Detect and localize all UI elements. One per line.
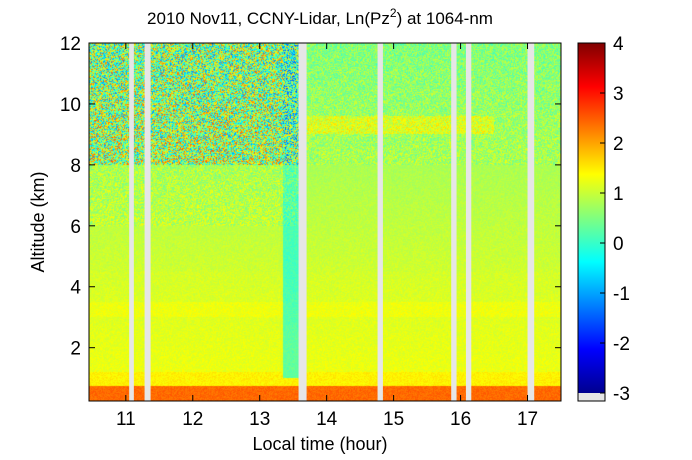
- colorbar-ticks: 4 3 2 1 0 -1 -2 -3: [600, 34, 630, 405]
- data-gap-4: [377, 43, 383, 401]
- y-tick-label: 10: [60, 95, 81, 116]
- y-axis-label: Altitude (km): [28, 171, 48, 272]
- y-tick-label: 12: [60, 34, 81, 55]
- plot-area: 11 12 13 14 15 16 17 2 4 6 8 10 12: [60, 34, 562, 430]
- title-main: 2010 Nov11, CCNY-Lidar, Ln(Pz: [147, 9, 390, 28]
- x-axis-label: Local time (hour): [252, 434, 387, 454]
- x-tick-label: 15: [383, 409, 404, 430]
- data-gap-7: [527, 43, 535, 401]
- x-tick-label: 14: [316, 409, 338, 430]
- data-gap-3: [298, 43, 307, 401]
- colorbar-tick-label: -3: [613, 384, 630, 405]
- colorbar-no-data-swatch: [578, 393, 605, 401]
- heatmap-image: [89, 43, 561, 401]
- x-tick-label: 13: [249, 409, 270, 430]
- y-tick-label: 6: [70, 217, 81, 238]
- colorbar-tick-label: 0: [613, 234, 624, 255]
- colorbar-tick-label: -1: [613, 284, 630, 305]
- data-gaps: [129, 43, 535, 401]
- x-axis-ticks: 11 12 13 14 15 16 17: [116, 43, 538, 430]
- colorbar-tick-label: 1: [613, 184, 624, 205]
- x-tick-label: 11: [116, 409, 136, 430]
- x-tick-label: 17: [517, 409, 538, 430]
- colorbar-tick-label: 2: [613, 134, 624, 155]
- colorbar-tick-label: 3: [613, 84, 624, 105]
- data-gap-2: [144, 43, 151, 401]
- colorbar-frame: [577, 42, 606, 402]
- colorbar-gradient: [578, 43, 605, 393]
- data-gap-1: [129, 43, 134, 401]
- y-tick-label: 2: [70, 339, 81, 360]
- data-gap-5: [451, 43, 457, 401]
- title-tail: ) at 1064-nm: [397, 9, 493, 28]
- chart-title: 2010 Nov11, CCNY-Lidar, Ln(Pz2) at 1064-…: [147, 6, 493, 28]
- y-tick-label: 4: [70, 278, 81, 299]
- colorbar-tick-label: 4: [613, 34, 624, 55]
- colorbar: 4 3 2 1 0 -1 -2 -3: [577, 34, 630, 405]
- data-gap-6: [465, 43, 472, 401]
- title-superscript: 2: [390, 6, 397, 20]
- y-axis-ticks: 2 4 6 8 10 12: [60, 34, 561, 360]
- plot-frame: [88, 42, 562, 402]
- x-tick-label: 12: [182, 409, 203, 430]
- colorbar-tick-label: -2: [613, 334, 630, 355]
- x-tick-label: 16: [450, 409, 471, 430]
- y-tick-label: 8: [70, 156, 81, 177]
